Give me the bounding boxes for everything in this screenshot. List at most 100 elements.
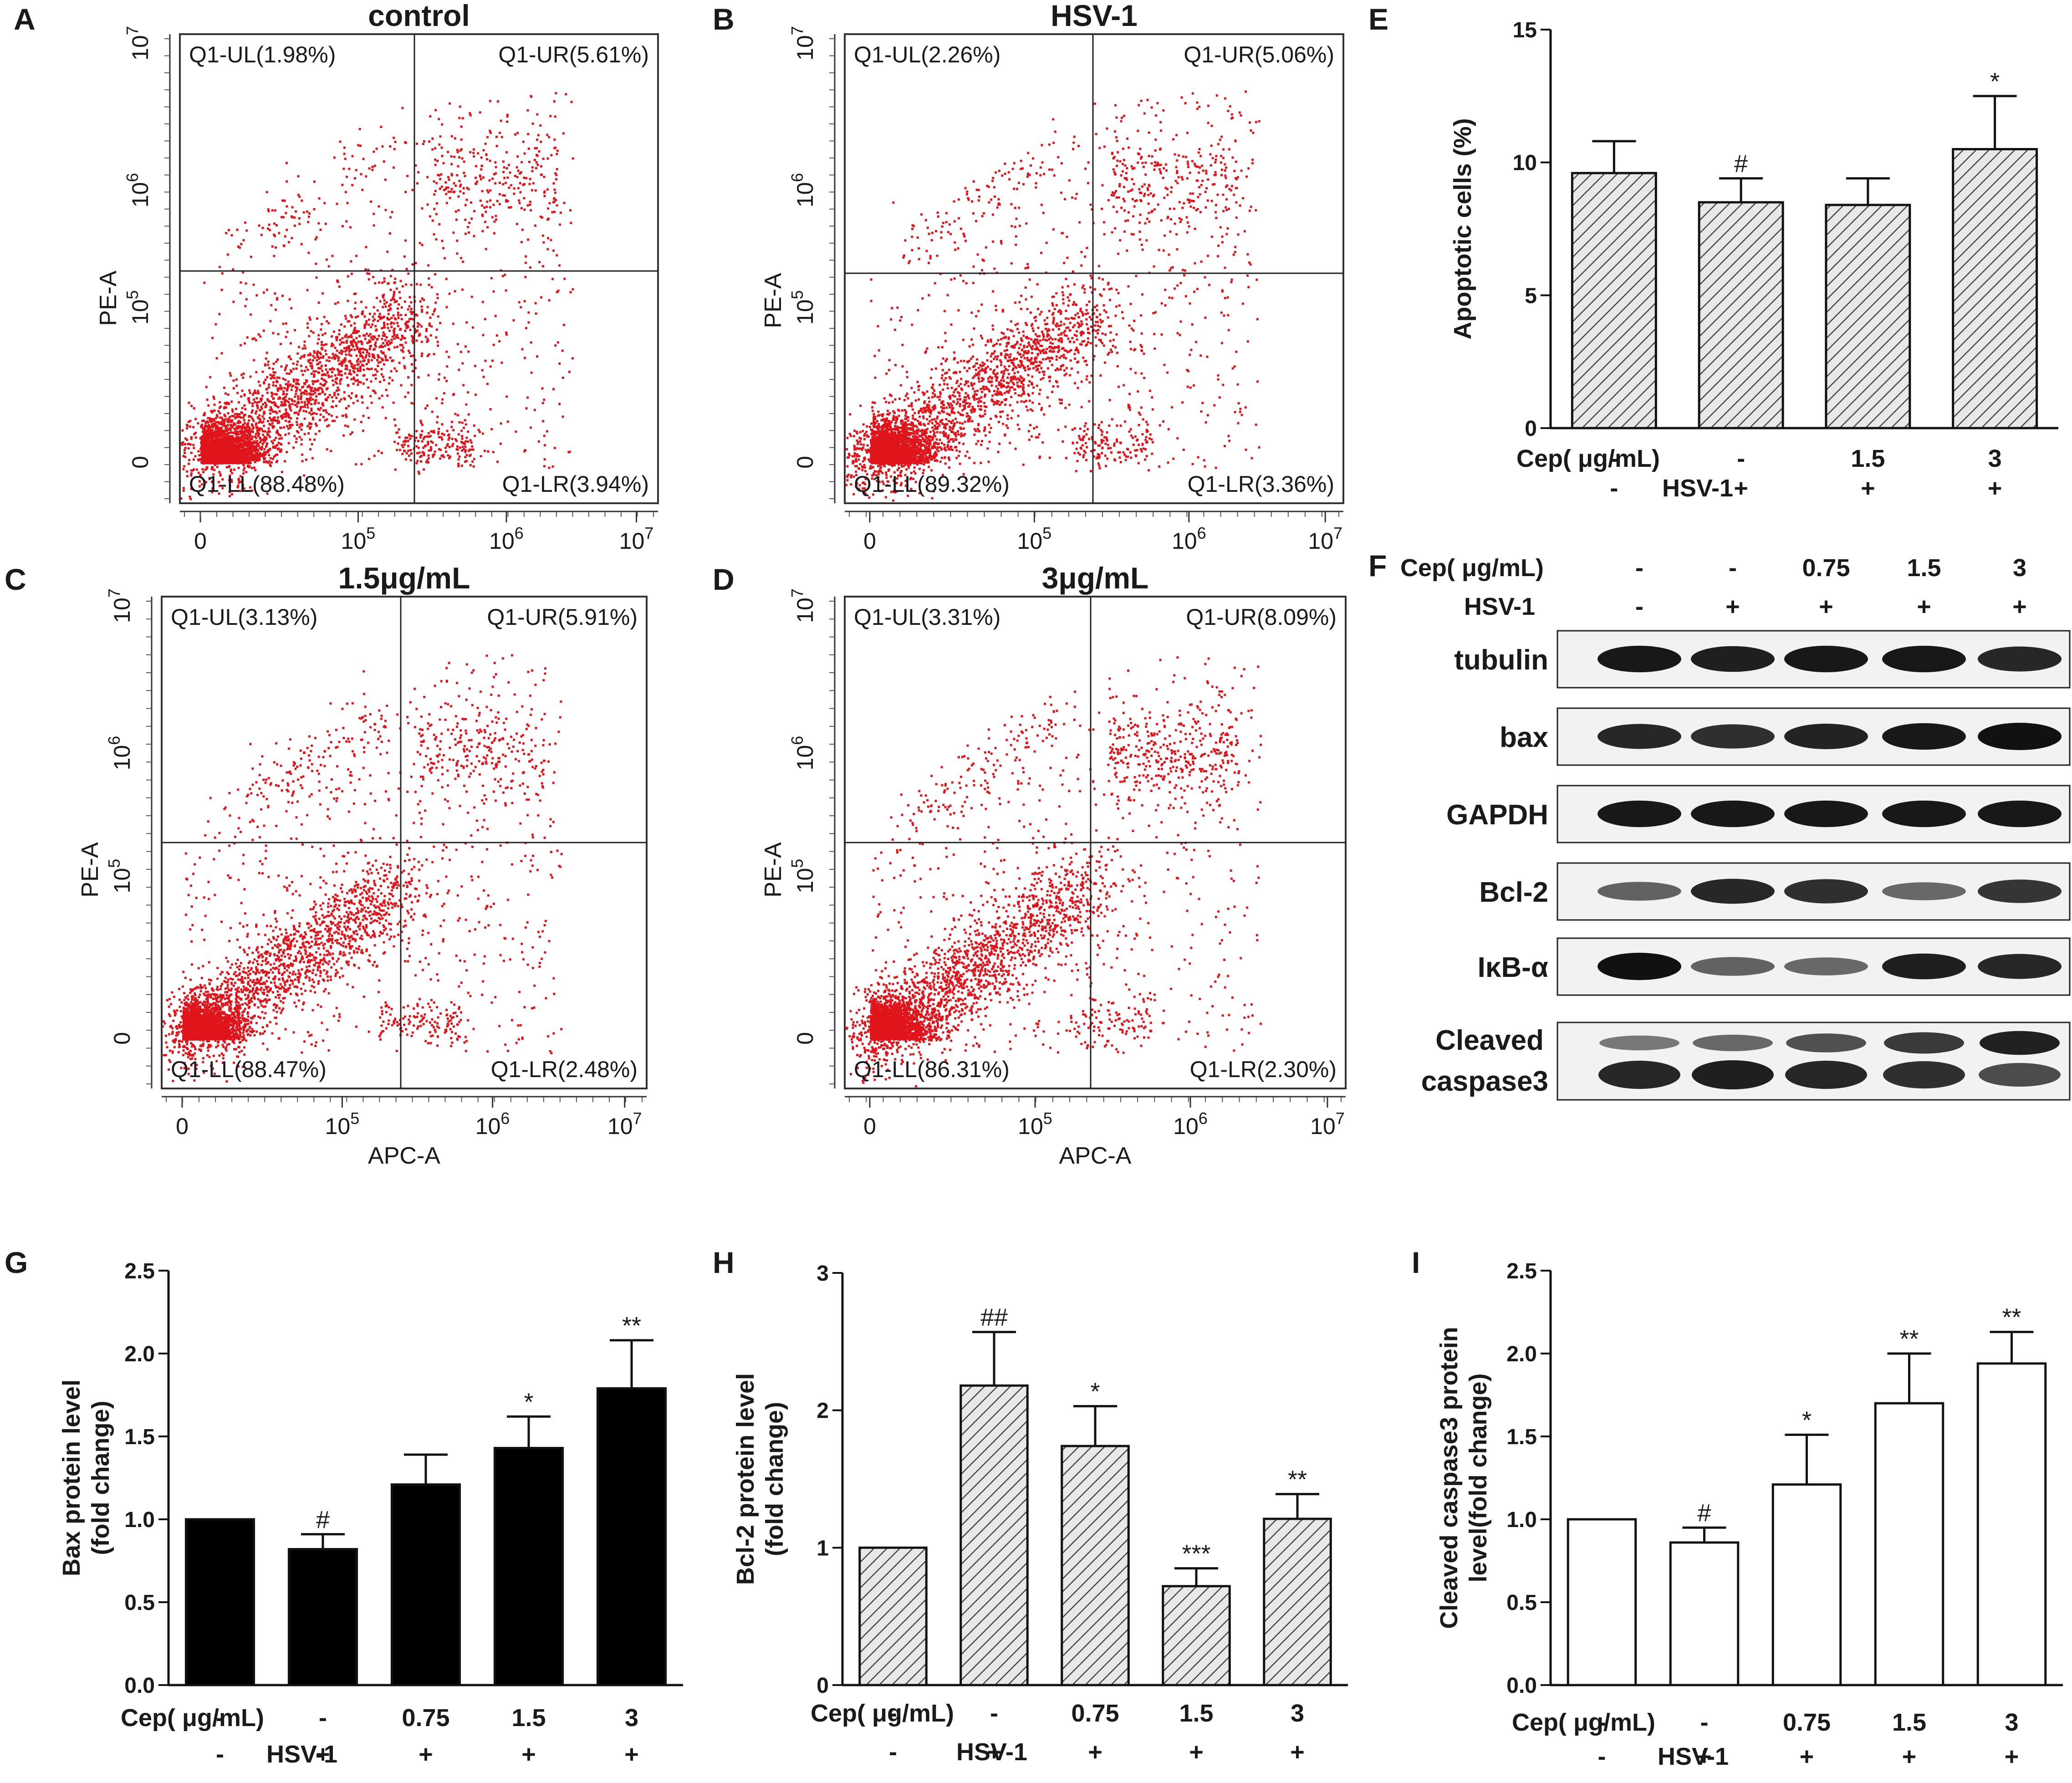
flow-plot-B: HSV-1 Q1-UL(2.26%) Q1-UR(5.06%) Q1-LL(89.32… [760,0,1344,554]
hsv-value: - [216,1741,224,1768]
bar [1061,1445,1130,1686]
significance-marker: ** [1899,1325,1919,1353]
y-tick-label: 2.5 [1506,1259,1537,1283]
y-tick-label: 106 [788,173,818,208]
y-tick-label: 0 [792,1032,818,1045]
cep-value: 0.75 [1071,1700,1119,1727]
panel-letter-A: A [14,2,36,36]
protein-band [1691,724,1775,749]
significance-marker: # [316,1506,330,1533]
hsv-value: + [624,1741,639,1768]
y-axis-label: Apoptotic cells (%) [1449,118,1476,339]
hsv-value: + [418,1741,433,1768]
y-tick-label: 2 [817,1399,829,1423]
hsv-value: + [316,1741,330,1768]
y-tick-label: 105 [788,290,818,325]
scatter-points [162,654,563,1083]
protein-band [1882,645,1966,673]
bar-chart-E: 0 5 10 15 Apoptotic cells (%) - - # - +1.5 + * 3 + Cep… [1449,18,2058,502]
x-tick-label: 105 [1018,1109,1052,1139]
hsv-value: + [1697,1743,1712,1770]
quadrant-UL: Q1-UL(1.98%) [189,42,336,67]
significance-marker: * [524,1388,533,1415]
row-label-hsv: HSV-1 [956,1738,1027,1766]
y-tick-label: 105 [123,290,153,325]
protein-band [1979,1063,2061,1087]
y-tick-label: 0.0 [124,1674,155,1698]
panel-letter-I: I [1412,1246,1420,1279]
quadrant-UR: Q1-UR(5.06%) [1184,42,1334,67]
bar [1825,204,1911,429]
x-tick-label: 0 [194,528,207,554]
y-tick-label: 0.0 [1506,1674,1537,1698]
bar-chart-G: 0.0 0.5 1.0 1.5 2.0 2.5 Bax protein level (fold… [58,1259,683,1768]
y-tick-label: 107 [123,26,153,61]
quadrant-LL: Q1-LL(89.32%) [854,471,1010,497]
protein-label: tubulin [1454,644,1548,676]
y-tick-label: 105 [788,859,818,894]
quadrant-LR: Q1-LR(2.48%) [491,1057,638,1082]
cep-value: 0.75 [402,1704,449,1732]
y-tick-label: 107 [788,588,818,623]
y-tick-label: 0 [128,456,153,469]
x-tick-label: 106 [1172,524,1206,554]
x-tick-label: 107 [619,524,654,554]
cep-value: 3 [625,1704,638,1732]
hsv-value: - [1598,1743,1606,1770]
y-tick-label: 1.0 [124,1508,155,1532]
hsv-value: - [889,1738,897,1766]
hsv-value: + [987,1738,1001,1766]
wb-cep-value: 3 [2013,554,2026,582]
quadrant-LR: Q1-LR(2.30%) [1190,1057,1337,1082]
hsv-value: + [1189,1738,1204,1766]
x-tick-label: 106 [475,1109,510,1139]
significance-marker: * [1990,68,2000,95]
protein-band [1691,800,1775,828]
quadrant-UR: Q1-UR(5.91%) [487,604,638,630]
cep-value: - [1700,1709,1709,1736]
y-tick-label: 2.5 [124,1259,155,1283]
wb-hsv-value: + [1917,593,1931,620]
protein-band [1978,954,2062,979]
cep-value: 1.5 [1179,1700,1213,1727]
row-label-cep: Cep( μg/mL) [1516,445,1660,472]
bar [596,1387,667,1686]
protein-band [1598,1061,1680,1089]
protein-band [1978,646,2062,672]
y-tick-label: 10 [1513,151,1537,175]
protein-band [1980,1031,2060,1055]
panel-title: HSV-1 [1051,0,1138,32]
bar [184,1518,255,1686]
y-axis-label: Bax protein level [58,1379,85,1576]
hsv-value: - [1610,475,1618,502]
bar [1976,1362,2047,1686]
y-tick-label: 0 [109,1032,135,1045]
protein-band [1784,879,1868,904]
significance-marker: # [1697,1499,1711,1527]
scatter-points [180,92,574,501]
protein-band [1597,882,1681,901]
bar [1263,1517,1332,1686]
hsv-value: + [1088,1738,1102,1766]
bar [1162,1585,1231,1686]
x-tick-label: 105 [1017,524,1052,554]
y-tick-label: 106 [105,736,135,771]
row-label-hsv: HSV-1 [1658,1743,1729,1770]
protein-band [1784,957,1868,976]
quadrant-LL: Q1-LL(88.47%) [171,1057,327,1082]
significance-marker: ** [622,1312,641,1339]
x-tick-label: 106 [489,524,524,554]
protein-band [1883,1061,1965,1088]
bar-chart-H: 0 1 2 3 Bcl-2 protein level (fold change) - - ##… [732,1262,1348,1766]
hsv-value: + [1861,475,1875,502]
panel-title: 3μg/mL [1042,561,1149,595]
plot-frame [844,33,1344,504]
y-axis-label: PE-A [760,842,786,898]
cep-value: - [1610,445,1618,472]
cep-value: - [1737,445,1745,472]
bar [390,1483,461,1686]
y-tick-label: 2.0 [124,1342,155,1366]
significance-marker: ** [2002,1304,2021,1331]
protein-band [1597,724,1681,749]
flow-plot-A: control Q1-UL(1.98%) Q1-UR(5.61%) Q1-LL(88.… [95,0,659,554]
